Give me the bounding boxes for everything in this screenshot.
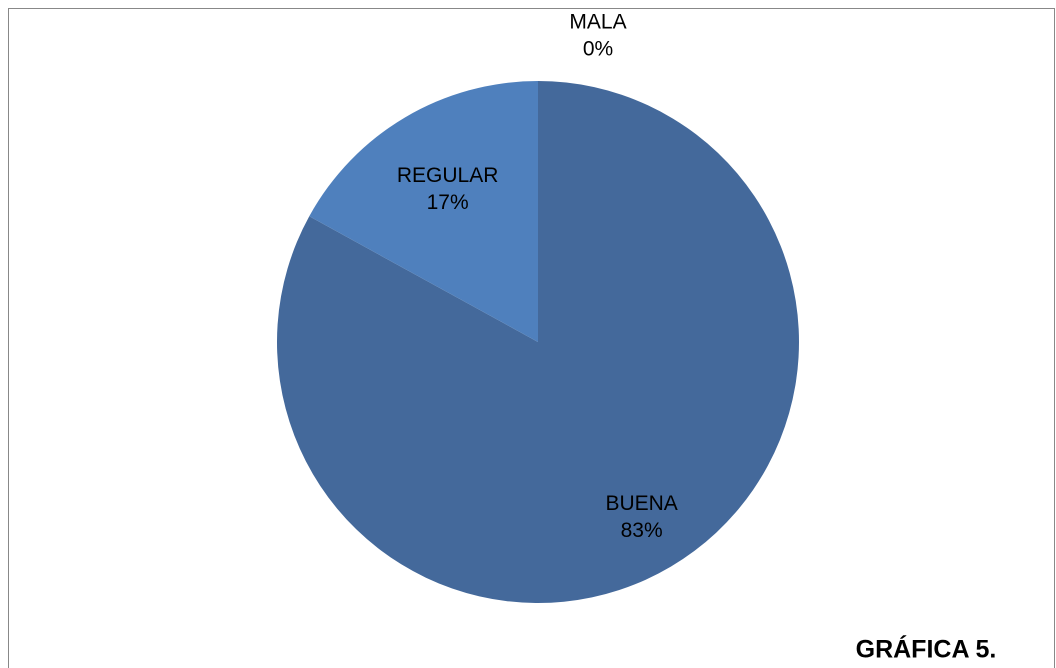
chart-frame [8, 8, 1055, 668]
slice-category-label: BUENA [605, 492, 677, 515]
slice-value-label: 0% [583, 38, 613, 61]
slice-category-label: REGULAR [397, 164, 499, 187]
slice-value-label: 17% [427, 191, 469, 214]
pie-slice [309, 81, 538, 342]
slice-category-label: MALA [569, 11, 626, 34]
slice-value-label: 83% [621, 519, 663, 542]
chart-title: GRÁFICA 5. [856, 635, 997, 664]
